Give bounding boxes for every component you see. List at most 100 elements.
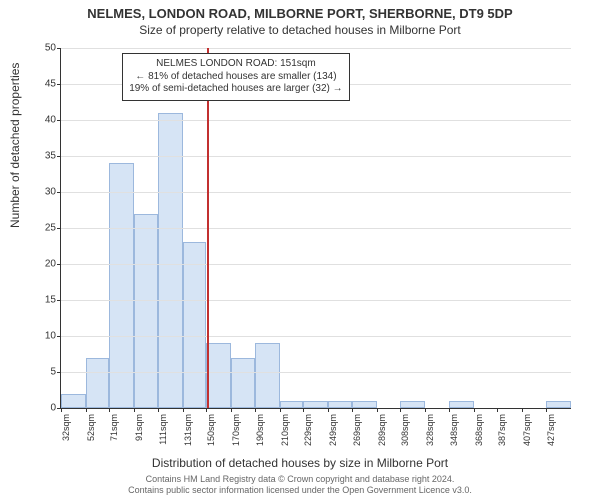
histogram-bar xyxy=(352,401,377,408)
ytick-mark xyxy=(57,300,61,301)
ytick-mark xyxy=(57,264,61,265)
histogram-bar xyxy=(546,401,571,408)
y-axis-label: Number of detached properties xyxy=(8,63,22,228)
xtick-label: 32sqm xyxy=(61,414,63,441)
xtick-label: 190sqm xyxy=(255,414,257,446)
histogram-bar xyxy=(183,242,206,408)
plot-area: 0510152025303540455032sqm52sqm71sqm91sqm… xyxy=(60,48,571,409)
chart-title: NELMES, LONDON ROAD, MILBORNE PORT, SHER… xyxy=(0,0,600,21)
xtick-mark xyxy=(280,408,281,412)
xtick-label: 210sqm xyxy=(280,414,282,446)
xtick-mark xyxy=(231,408,232,412)
histogram-bar xyxy=(328,401,353,408)
histogram-bar xyxy=(86,358,109,408)
gridline xyxy=(61,48,571,49)
ytick-label: 5 xyxy=(31,367,56,378)
xtick-label: 150sqm xyxy=(206,414,208,446)
x-axis-label: Distribution of detached houses by size … xyxy=(0,456,600,470)
xtick-mark xyxy=(546,408,547,412)
ytick-label: 15 xyxy=(31,295,56,306)
histogram-bar xyxy=(158,113,183,408)
xtick-label: 387sqm xyxy=(497,414,499,446)
xtick-mark xyxy=(328,408,329,412)
histogram-bar xyxy=(231,358,256,408)
gridline xyxy=(61,300,571,301)
annotation-line-3: 19% of semi-detached houses are larger (… xyxy=(129,83,342,96)
xtick-mark xyxy=(449,408,450,412)
ytick-mark xyxy=(57,156,61,157)
gridline xyxy=(61,156,571,157)
xtick-mark xyxy=(134,408,135,412)
xtick-label: 407sqm xyxy=(522,414,524,446)
histogram-bar xyxy=(134,214,159,408)
annotation-box: NELMES LONDON ROAD: 151sqm← 81% of detac… xyxy=(122,53,349,101)
xtick-mark xyxy=(86,408,87,412)
xtick-label: 368sqm xyxy=(474,414,476,446)
xtick-label: 269sqm xyxy=(352,414,354,446)
ytick-mark xyxy=(57,336,61,337)
histogram-bar xyxy=(303,401,328,408)
histogram-bar xyxy=(206,343,231,408)
xtick-label: 170sqm xyxy=(231,414,233,446)
histogram-bar xyxy=(400,401,425,408)
ytick-mark xyxy=(57,84,61,85)
xtick-label: 71sqm xyxy=(109,414,111,441)
histogram-bar xyxy=(449,401,474,408)
attribution: Contains HM Land Registry data © Crown c… xyxy=(0,474,600,497)
gridline xyxy=(61,336,571,337)
histogram-bar xyxy=(280,401,303,408)
ytick-label: 10 xyxy=(31,331,56,342)
xtick-label: 229sqm xyxy=(303,414,305,446)
xtick-mark xyxy=(183,408,184,412)
xtick-mark xyxy=(158,408,159,412)
xtick-mark xyxy=(497,408,498,412)
annotation-line-2: ← 81% of detached houses are smaller (13… xyxy=(129,71,342,84)
xtick-label: 308sqm xyxy=(400,414,402,446)
ytick-label: 45 xyxy=(31,79,56,90)
gridline xyxy=(61,264,571,265)
gridline xyxy=(61,192,571,193)
histogram-bar xyxy=(61,394,86,408)
xtick-mark xyxy=(425,408,426,412)
xtick-label: 91sqm xyxy=(134,414,136,441)
xtick-mark xyxy=(474,408,475,412)
attribution-line-1: Contains HM Land Registry data © Crown c… xyxy=(0,474,600,485)
ytick-label: 50 xyxy=(31,43,56,54)
xtick-mark xyxy=(303,408,304,412)
xtick-mark xyxy=(61,408,62,412)
gridline xyxy=(61,228,571,229)
xtick-mark xyxy=(400,408,401,412)
chart-subtitle: Size of property relative to detached ho… xyxy=(0,23,600,37)
xtick-mark xyxy=(206,408,207,412)
ytick-label: 40 xyxy=(31,115,56,126)
xtick-mark xyxy=(522,408,523,412)
marker-line xyxy=(207,48,209,408)
ytick-mark xyxy=(57,228,61,229)
xtick-mark xyxy=(352,408,353,412)
ytick-label: 30 xyxy=(31,187,56,198)
xtick-mark xyxy=(377,408,378,412)
xtick-label: 328sqm xyxy=(425,414,427,446)
ytick-label: 25 xyxy=(31,223,56,234)
xtick-label: 348sqm xyxy=(449,414,451,446)
annotation-line-1: NELMES LONDON ROAD: 151sqm xyxy=(129,58,342,71)
ytick-mark xyxy=(57,120,61,121)
xtick-label: 427sqm xyxy=(546,414,548,446)
ytick-label: 20 xyxy=(31,259,56,270)
attribution-line-2: Contains public sector information licen… xyxy=(0,485,600,496)
xtick-label: 52sqm xyxy=(86,414,88,441)
xtick-label: 131sqm xyxy=(183,414,185,446)
ytick-mark xyxy=(57,192,61,193)
xtick-label: 111sqm xyxy=(158,414,160,445)
ytick-label: 0 xyxy=(31,403,56,414)
chart-container: NELMES, LONDON ROAD, MILBORNE PORT, SHER… xyxy=(0,0,600,500)
xtick-mark xyxy=(255,408,256,412)
histogram-bar xyxy=(255,343,280,408)
xtick-mark xyxy=(109,408,110,412)
ytick-mark xyxy=(57,48,61,49)
gridline xyxy=(61,372,571,373)
xtick-label: 289sqm xyxy=(377,414,379,446)
ytick-label: 35 xyxy=(31,151,56,162)
gridline xyxy=(61,120,571,121)
xtick-label: 249sqm xyxy=(328,414,330,446)
